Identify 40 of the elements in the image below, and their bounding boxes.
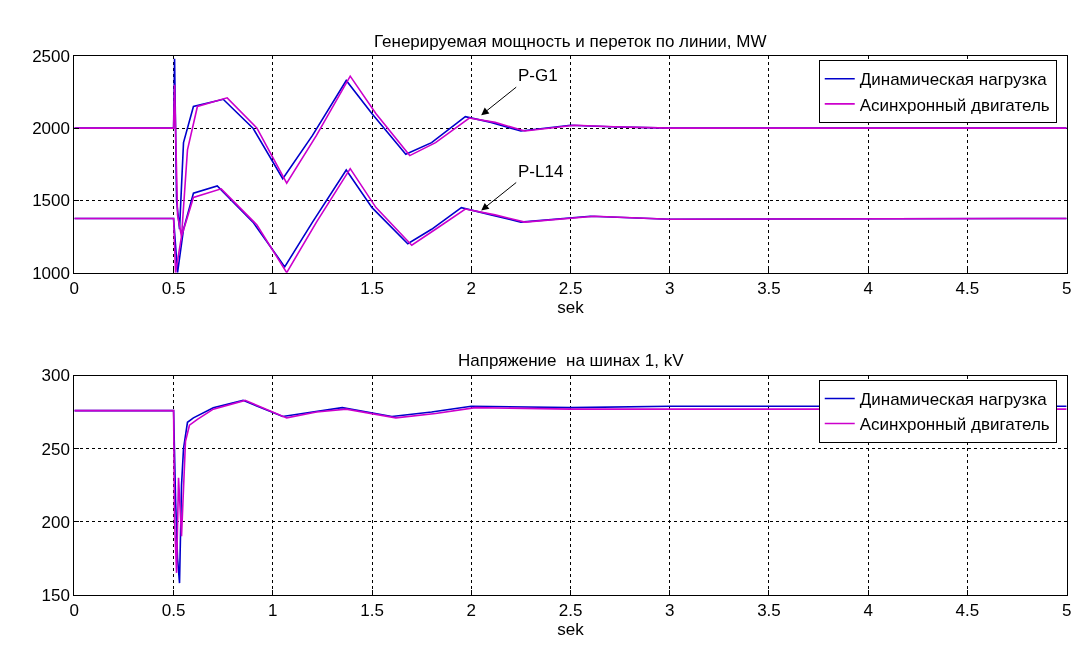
- x-tick-label: 0.5: [161, 279, 186, 299]
- legend-label: Динамическая нагрузка: [859, 390, 1048, 410]
- y-tick-label: 1000: [32, 263, 70, 283]
- y-tick-label: 2000: [32, 119, 70, 139]
- x-tick-label: 3: [665, 279, 675, 299]
- x-tick-label: 2.5: [558, 279, 583, 299]
- legend-label: Динамическая нагрузка: [859, 70, 1048, 90]
- annotation: P-L14: [518, 162, 564, 181]
- legend-label: Асинхронный двигатель: [859, 95, 1050, 115]
- x-tick-label: 5: [1061, 279, 1072, 299]
- x-tick-label: 3.5: [757, 601, 781, 621]
- x-axis-title: sek: [557, 298, 585, 318]
- y-tick-label: 300: [41, 366, 70, 386]
- chart-title: Напряжение на шинах 1, kV: [458, 351, 685, 370]
- x-tick-label: 4.5: [955, 279, 980, 299]
- x-tick-label: 3.5: [757, 279, 781, 299]
- x-axis-title: sek: [557, 620, 585, 640]
- x-tick-label: 2.5: [558, 601, 583, 621]
- x-tick-label: 0: [69, 601, 80, 621]
- x-tick-label: 3: [665, 601, 675, 621]
- x-tick-label: 4: [863, 601, 873, 621]
- y-tick-label: 150: [41, 585, 70, 605]
- x-tick-label: 5: [1061, 601, 1072, 621]
- y-tick-label: 250: [41, 439, 70, 459]
- y-tick-label: 1500: [32, 191, 70, 211]
- x-tick-label: 1.5: [360, 601, 384, 621]
- x-tick-label: 1: [268, 279, 278, 299]
- y-tick-label: 200: [41, 512, 70, 532]
- x-tick-label: 0: [69, 279, 80, 299]
- x-tick-label: 0.5: [161, 601, 186, 621]
- x-tick-label: 2: [466, 279, 477, 299]
- chart-title: Генерируемая мощность и переток по линии, MW: [374, 32, 767, 51]
- x-tick-label: 1.5: [360, 279, 384, 299]
- annotation: P-G1: [518, 66, 558, 85]
- x-tick-label: 4.5: [955, 601, 980, 621]
- y-tick-label: 2500: [32, 46, 70, 66]
- x-tick-label: 2: [466, 601, 477, 621]
- legend-label: Асинхронный двигатель: [859, 415, 1050, 435]
- x-tick-label: 1: [268, 601, 278, 621]
- x-tick-label: 4: [863, 279, 873, 299]
